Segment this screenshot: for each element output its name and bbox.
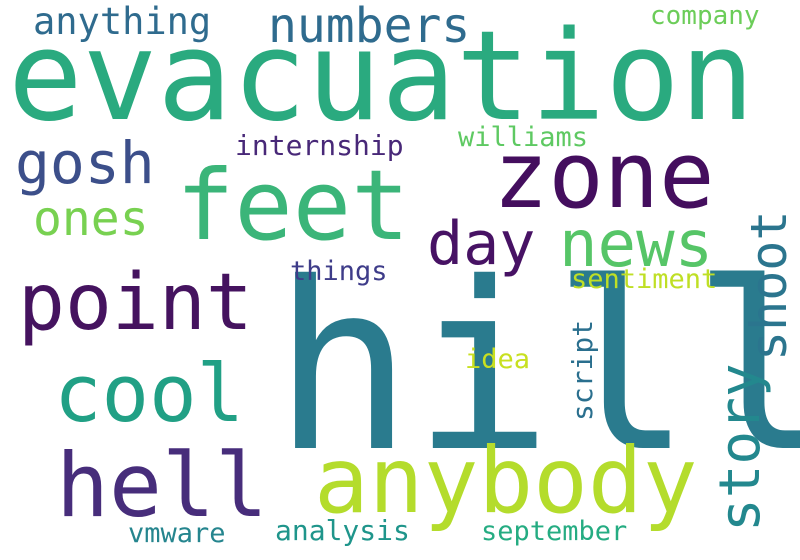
word-company: company	[650, 1, 760, 31]
word-analysis: analysis	[275, 514, 410, 547]
word-ones: ones	[33, 191, 149, 247]
word-gosh: gosh	[15, 129, 155, 197]
word-shoot: shoot	[740, 210, 798, 361]
word-anybody: anybody	[314, 429, 698, 534]
word-vmware: vmware	[128, 518, 226, 549]
word-point: point	[18, 258, 253, 348]
word-numbers: numbers	[268, 0, 471, 54]
word-script: script	[566, 319, 599, 421]
word-story: story	[708, 363, 773, 532]
word-day: day	[427, 209, 536, 279]
word-evacuation: evacuation	[8, 5, 755, 149]
word-sentiment: sentiment	[571, 264, 718, 295]
word-cool: cool	[54, 348, 245, 440]
word-idea: idea	[465, 344, 531, 375]
word-anything: anything	[33, 0, 212, 43]
word-feet: feet	[176, 149, 410, 262]
word-zone: zone	[493, 122, 715, 229]
word-news: news	[559, 208, 714, 282]
word-williams: williams	[458, 122, 589, 153]
word-september: september	[481, 516, 628, 547]
word-things: things	[290, 256, 388, 287]
word-hill: hill	[273, 233, 800, 503]
word-internship: internship	[235, 129, 404, 162]
word-hell: hell	[56, 434, 268, 537]
